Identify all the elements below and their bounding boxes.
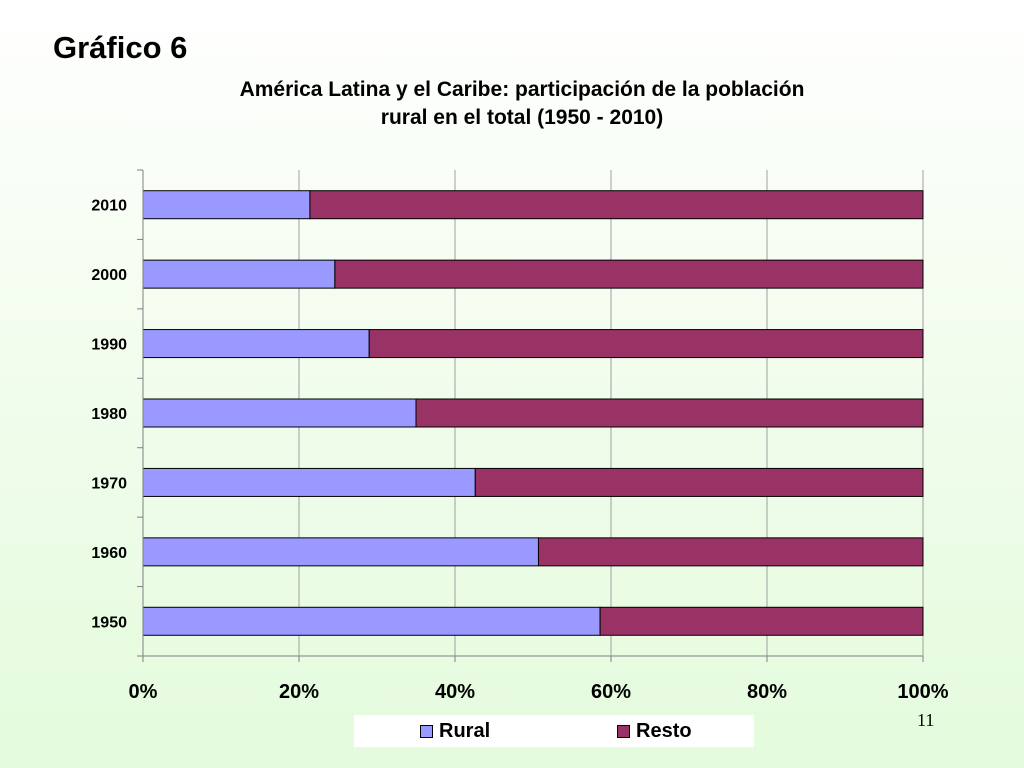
bar-rural-1950 [142, 606, 601, 636]
page-number: 11 [917, 710, 935, 730]
axes: 0% 20% 40% 60% 80% 100% 1950 1960 1970 1980 1990 20… [91, 169, 949, 703]
bar-resto-1980 [415, 398, 924, 428]
slide-heading: Gráfico 6 [53, 30, 188, 65]
y-tick-label: 2010 [91, 198, 127, 215]
bar-resto-1960 [537, 537, 924, 567]
bar-resto-1950 [599, 606, 924, 636]
legend: Rural Resto [354, 715, 754, 747]
x-tick-label: 40% [435, 681, 475, 703]
bar-rural-1980 [142, 398, 417, 428]
y-tick-label: 1960 [91, 545, 127, 562]
bar-rural-1970 [142, 467, 476, 497]
chart-title: América Latina y el Caribe: participació… [170, 76, 874, 132]
y-tick-label: 1980 [91, 406, 127, 423]
bar-resto-2000 [334, 259, 924, 289]
x-tick-label: 0% [129, 681, 158, 703]
legend-item-resto: Resto [617, 720, 692, 743]
bar-resto-1970 [474, 467, 924, 497]
bar-rural-2000 [142, 259, 336, 289]
bar-rural-1960 [142, 537, 539, 567]
bar-resto-2010 [309, 190, 924, 220]
bar-rural-1990 [142, 329, 370, 359]
x-tick-label: 80% [747, 681, 787, 703]
y-tick-label: 1950 [91, 614, 127, 631]
bars [142, 190, 924, 636]
y-tick-label: 1970 [91, 475, 127, 492]
legend-label-resto: Resto [636, 720, 692, 742]
x-tick-label: 100% [897, 681, 948, 703]
legend-swatch-resto [617, 725, 630, 738]
legend-swatch-rural [420, 725, 433, 738]
chart-title-line-2: rural en el total (1950 - 2010) [380, 106, 664, 129]
chart-title-line-1: América Latina y el Caribe: participació… [239, 78, 805, 101]
legend-item-rural: Rural [420, 720, 490, 743]
bar-rural-2010 [142, 190, 311, 220]
y-tick-label: 1990 [91, 337, 127, 354]
y-tick-label: 2000 [91, 267, 127, 284]
x-tick-label: 60% [591, 681, 631, 703]
x-tick-label: 20% [279, 681, 319, 703]
legend-label-rural: Rural [439, 720, 491, 742]
bar-resto-1990 [368, 329, 924, 359]
